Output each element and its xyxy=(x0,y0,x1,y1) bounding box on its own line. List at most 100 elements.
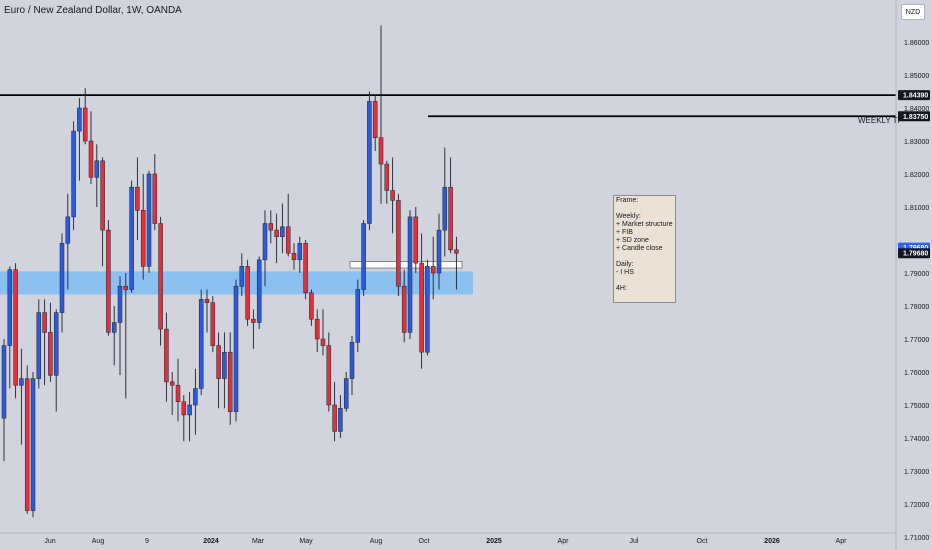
candle-64[interactable] xyxy=(372,94,378,151)
candle-24[interactable] xyxy=(140,174,146,280)
candle-2[interactable] xyxy=(13,263,18,399)
candle-25[interactable] xyxy=(146,170,152,273)
candle-22[interactable] xyxy=(129,180,134,293)
candle-72[interactable] xyxy=(419,233,424,369)
time-axis[interactable]: Jun Aug 9 2024 Mar May Aug Oct 2025 Apr Jul Oct 2026… xyxy=(0,532,896,545)
candle-74[interactable] xyxy=(430,236,436,300)
candle-8[interactable] xyxy=(48,302,53,382)
candle-26[interactable] xyxy=(152,154,158,231)
candle-60[interactable] xyxy=(349,335,355,396)
price-tick-label: 1.73000 xyxy=(904,469,929,476)
candle-45[interactable] xyxy=(262,210,268,287)
candle-1[interactable] xyxy=(7,266,13,389)
candle-30[interactable] xyxy=(175,358,181,422)
candle-body-bear xyxy=(378,137,384,165)
candle-20[interactable] xyxy=(117,276,123,376)
candle-49[interactable] xyxy=(285,193,291,257)
candle-21[interactable] xyxy=(123,273,129,399)
candle-47[interactable] xyxy=(274,213,279,264)
candle-28[interactable] xyxy=(164,312,169,402)
candle-body-bull xyxy=(442,186,448,231)
candle-65[interactable] xyxy=(378,25,384,204)
candle-78[interactable] xyxy=(454,236,459,290)
candle-32[interactable] xyxy=(187,391,192,442)
candle-43[interactable] xyxy=(251,309,256,349)
candle-61[interactable] xyxy=(355,279,361,353)
candle-68[interactable] xyxy=(396,193,401,297)
candle-48[interactable] xyxy=(280,203,285,254)
candle-5[interactable] xyxy=(30,372,36,518)
candle-42[interactable] xyxy=(245,259,250,326)
candle-75[interactable] xyxy=(436,213,442,290)
candle-0[interactable] xyxy=(1,339,7,462)
candle-15[interactable] xyxy=(88,111,94,184)
candle-40[interactable] xyxy=(233,279,239,422)
candle-4[interactable] xyxy=(24,365,30,514)
candle-58[interactable] xyxy=(338,395,343,438)
candle-36[interactable] xyxy=(210,296,216,353)
candle-70[interactable] xyxy=(407,210,413,339)
candle-31[interactable] xyxy=(181,395,187,442)
candle-14[interactable] xyxy=(82,88,88,145)
candle-62[interactable] xyxy=(361,220,366,297)
candle-body-bear xyxy=(216,345,221,379)
candle-67[interactable] xyxy=(390,157,395,234)
candle-19[interactable] xyxy=(111,306,117,366)
price-axis[interactable]: 1.86000 1.85000 1.84000 1.83000 1.82000 1.810… xyxy=(895,0,930,550)
candle-59[interactable] xyxy=(343,372,349,412)
candle-12[interactable] xyxy=(71,121,76,231)
candle-35[interactable] xyxy=(204,289,210,333)
price-badge-3 xyxy=(898,248,930,259)
small-zone[interactable] xyxy=(349,261,463,269)
note-line: - I HS xyxy=(616,269,634,276)
candle-38[interactable] xyxy=(222,332,227,409)
candle-body-bull xyxy=(7,269,13,346)
candle-56[interactable] xyxy=(326,332,332,412)
candle-body-bear xyxy=(390,190,395,201)
candle-23[interactable] xyxy=(135,157,140,241)
candle-55[interactable] xyxy=(320,309,326,356)
candle-57[interactable] xyxy=(332,381,337,442)
candle-52[interactable] xyxy=(303,240,308,300)
candle-16[interactable] xyxy=(94,144,100,207)
candle-18[interactable] xyxy=(106,220,111,336)
candle-53[interactable] xyxy=(309,289,314,326)
candle-46[interactable] xyxy=(268,210,274,244)
candle-37[interactable] xyxy=(216,332,221,409)
candle-17[interactable] xyxy=(100,157,105,267)
candle-51[interactable] xyxy=(297,236,303,273)
candle-body-bull xyxy=(1,345,7,419)
candle-76[interactable] xyxy=(442,147,448,257)
candle-body-bear xyxy=(100,160,105,231)
candle-41[interactable] xyxy=(239,253,245,297)
candle-10[interactable] xyxy=(59,233,65,333)
candle-33[interactable] xyxy=(193,368,198,435)
candle-6[interactable] xyxy=(36,299,42,389)
candle-29[interactable] xyxy=(169,372,175,415)
candle-69[interactable] xyxy=(401,269,407,343)
candle-3[interactable] xyxy=(19,348,24,445)
candle-77[interactable] xyxy=(448,157,453,254)
candle-73[interactable] xyxy=(425,259,430,356)
candle-50[interactable] xyxy=(291,243,297,270)
candle-27[interactable] xyxy=(158,216,163,346)
candle-7[interactable] xyxy=(42,299,47,386)
candle-71[interactable] xyxy=(413,207,419,273)
candle-13[interactable] xyxy=(77,98,82,181)
candle-body-bull xyxy=(425,266,430,353)
analysis-note[interactable]: Frame: Weekly: + Market structure + FIB + SD… xyxy=(613,195,676,303)
candle-body-bear xyxy=(106,229,111,333)
candle-63[interactable] xyxy=(367,91,372,231)
candle-34[interactable] xyxy=(198,289,204,396)
candle-body-bull xyxy=(19,378,24,386)
candle-54[interactable] xyxy=(314,309,320,353)
candle-66[interactable] xyxy=(384,160,390,204)
candle-39[interactable] xyxy=(227,332,233,425)
currency-button[interactable]: NZD xyxy=(901,4,925,20)
price-tick-label: 1.72000 xyxy=(904,502,929,509)
candle-44[interactable] xyxy=(256,256,262,330)
candle-11[interactable] xyxy=(65,193,71,290)
candle-9[interactable] xyxy=(53,309,59,412)
